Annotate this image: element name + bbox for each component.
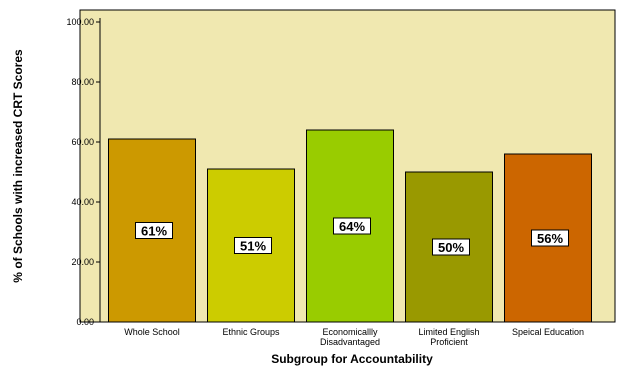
data-label-box <box>135 222 173 239</box>
x-tick-label: Whole School <box>124 327 180 337</box>
x-tick-label: Proficient <box>430 337 468 347</box>
data-label-box <box>432 238 470 256</box>
y-tick-label: 20.00 <box>71 257 94 267</box>
data-label: 64% <box>339 219 365 234</box>
x-axis-title: Subgroup for Accountability <box>271 352 433 366</box>
data-label: 51% <box>240 239 266 254</box>
x-tick-label: Limited English <box>418 327 479 337</box>
x-tick-label: Disadvantaged <box>320 337 380 347</box>
x-axis: Whole School Ethnic Groups EconomicalllyDi… <box>100 321 615 347</box>
data-label-box <box>531 229 569 247</box>
x-tick-label: Ethnic Groups <box>222 327 280 337</box>
y-tick-label: 40.00 <box>71 197 94 207</box>
data-label: 50% <box>438 240 464 255</box>
x-tick-label: Economicallly <box>322 327 378 337</box>
y-axis: 0.00 20.00 40.00 60.00 80.00 100.00 <box>66 17 101 327</box>
data-label-box <box>333 217 371 235</box>
x-tick-label: Speical Education <box>512 327 584 337</box>
y-tick-label: 80.00 <box>71 77 94 87</box>
bar <box>207 168 295 323</box>
data-label-box <box>234 237 272 254</box>
data-label: 56% <box>537 231 563 246</box>
y-tick-label: 0.00 <box>76 317 94 327</box>
data-label: 61% <box>141 224 167 239</box>
bars: 61% 51% 64% 50% 56% <box>108 129 592 323</box>
y-tick-label: 60.00 <box>71 137 94 147</box>
y-tick-label: 100.00 <box>66 17 94 27</box>
y-axis-title: % of Schools with increased CRT Scores <box>11 49 25 283</box>
